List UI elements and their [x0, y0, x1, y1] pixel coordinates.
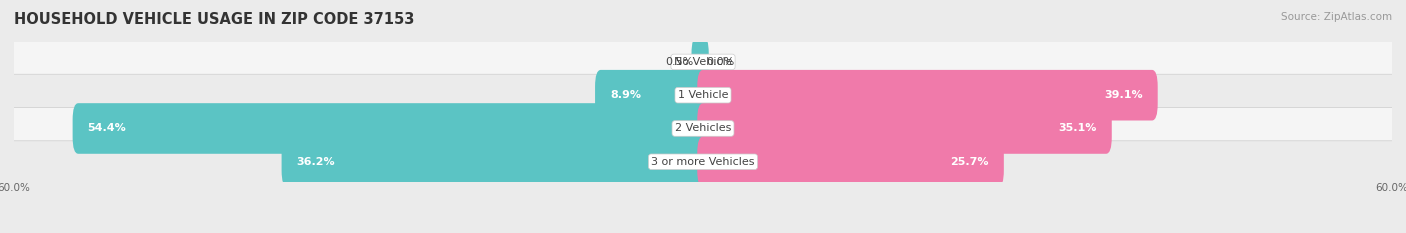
- FancyBboxPatch shape: [73, 103, 709, 154]
- Text: Source: ZipAtlas.com: Source: ZipAtlas.com: [1281, 12, 1392, 22]
- Text: 2 Vehicles: 2 Vehicles: [675, 123, 731, 134]
- Text: 8.9%: 8.9%: [610, 90, 641, 100]
- FancyBboxPatch shape: [692, 37, 709, 87]
- FancyBboxPatch shape: [281, 137, 709, 187]
- FancyBboxPatch shape: [1, 107, 1405, 149]
- FancyBboxPatch shape: [697, 70, 1157, 120]
- Text: HOUSEHOLD VEHICLE USAGE IN ZIP CODE 37153: HOUSEHOLD VEHICLE USAGE IN ZIP CODE 3715…: [14, 12, 415, 27]
- FancyBboxPatch shape: [1, 41, 1405, 83]
- FancyBboxPatch shape: [697, 103, 1112, 154]
- Text: 0.5%: 0.5%: [665, 57, 693, 67]
- FancyBboxPatch shape: [1, 74, 1405, 116]
- Text: 25.7%: 25.7%: [950, 157, 988, 167]
- FancyBboxPatch shape: [697, 137, 1004, 187]
- Text: 39.1%: 39.1%: [1104, 90, 1143, 100]
- Text: 0.0%: 0.0%: [706, 57, 735, 67]
- Text: No Vehicle: No Vehicle: [673, 57, 733, 67]
- Text: 3 or more Vehicles: 3 or more Vehicles: [651, 157, 755, 167]
- FancyBboxPatch shape: [1, 141, 1405, 183]
- Text: 36.2%: 36.2%: [297, 157, 335, 167]
- Text: 54.4%: 54.4%: [87, 123, 127, 134]
- Text: 1 Vehicle: 1 Vehicle: [678, 90, 728, 100]
- FancyBboxPatch shape: [595, 70, 709, 120]
- Text: 35.1%: 35.1%: [1059, 123, 1097, 134]
